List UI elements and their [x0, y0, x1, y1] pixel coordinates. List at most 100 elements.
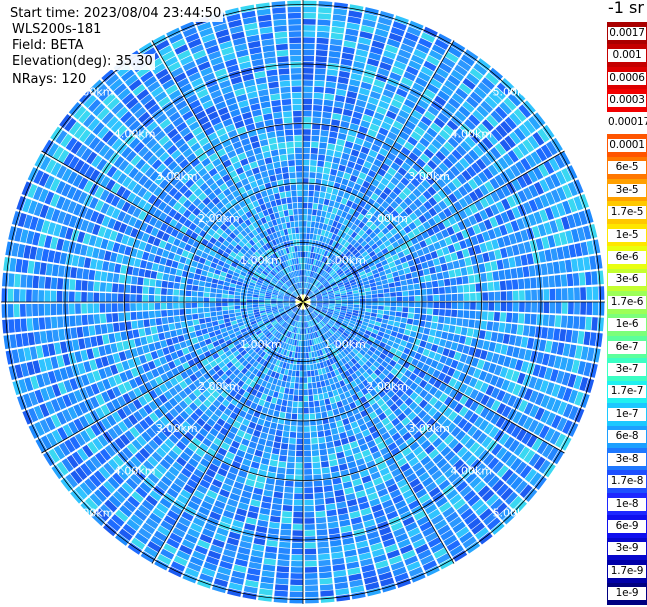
range-gate — [241, 438, 250, 447]
range-gate — [81, 292, 87, 302]
range-gate — [303, 196, 308, 203]
range-gate — [154, 287, 161, 295]
range-gate — [344, 449, 353, 457]
range-gate — [353, 197, 362, 205]
range-gate — [152, 334, 160, 342]
range-gate — [322, 307, 328, 310]
range-gate — [523, 402, 534, 415]
range-gate — [510, 268, 518, 279]
range-gate — [457, 446, 468, 458]
range-gate — [303, 233, 307, 239]
range-gate — [348, 208, 356, 216]
range-gate — [112, 283, 119, 293]
range-gate — [324, 217, 330, 225]
range-gate — [277, 559, 290, 567]
range-gate — [308, 352, 312, 359]
range-gate — [304, 548, 317, 555]
range-gate — [489, 177, 500, 190]
range-gate — [361, 224, 369, 232]
range-gate — [359, 349, 366, 356]
range-gate — [487, 282, 494, 291]
range-gate — [361, 232, 369, 240]
range-gate — [314, 291, 320, 295]
range-gate — [441, 418, 452, 429]
range-gate — [369, 319, 376, 325]
range-gate — [438, 211, 447, 221]
range-gate — [480, 394, 490, 406]
range-gate — [313, 289, 319, 294]
range-gate — [255, 391, 263, 399]
range-gate — [559, 357, 568, 371]
range-gate — [304, 530, 316, 537]
range-gate — [390, 227, 398, 236]
range-gate — [342, 481, 353, 489]
range-gate — [460, 54, 475, 67]
range-gate — [304, 524, 315, 530]
range-gate — [354, 55, 367, 64]
range-gate — [467, 517, 482, 530]
range-gate — [395, 371, 404, 380]
range-gate — [363, 254, 371, 261]
range-gate — [388, 261, 396, 268]
range-gate — [204, 282, 212, 288]
range-gate — [389, 147, 400, 156]
range-gate — [473, 445, 485, 458]
range-gate — [413, 446, 424, 456]
range-gate — [318, 261, 323, 268]
range-gate — [310, 153, 318, 160]
range-gate — [321, 291, 327, 295]
range-gate — [346, 311, 353, 315]
range-gate — [298, 346, 301, 353]
range-gate — [438, 287, 445, 294]
range-gate — [434, 389, 443, 399]
range-gate — [355, 49, 369, 58]
range-gate — [303, 251, 306, 258]
range-gate — [356, 390, 364, 399]
range-gate — [8, 319, 15, 333]
range-gate — [436, 248, 444, 257]
range-gate — [334, 266, 341, 272]
range-gate — [368, 536, 381, 546]
range-gate — [231, 570, 246, 579]
range-gate — [165, 338, 174, 346]
range-gate — [192, 285, 199, 291]
range-gate — [304, 288, 306, 295]
range-gate — [571, 228, 580, 243]
range-gate — [487, 229, 496, 240]
range-gate — [326, 441, 334, 449]
range-gate — [222, 310, 229, 315]
range-gate — [405, 387, 414, 397]
range-gate — [371, 294, 378, 298]
range-gate — [389, 359, 397, 367]
range-gate — [258, 302, 265, 305]
range-gate — [538, 250, 546, 263]
range-gate — [343, 205, 351, 213]
range-gate — [351, 446, 361, 455]
range-gate — [436, 346, 445, 355]
range-gate — [87, 281, 94, 292]
range-gate — [184, 533, 198, 544]
range-gate — [235, 288, 242, 293]
range-gate — [305, 309, 308, 315]
range-gate — [350, 358, 358, 365]
range-gate — [448, 325, 456, 333]
range-gate — [380, 403, 389, 412]
range-gate — [414, 307, 421, 314]
range-gate — [329, 422, 337, 429]
range-gate — [373, 210, 382, 219]
range-gate — [298, 395, 303, 402]
range-gate — [377, 293, 384, 298]
range-gate — [354, 377, 362, 385]
range-gate — [398, 131, 410, 141]
range-gate — [438, 316, 445, 324]
range-gate — [351, 67, 364, 75]
range-gate — [438, 479, 451, 491]
range-gate — [349, 320, 356, 325]
range-gate — [401, 285, 408, 291]
range-gate — [535, 238, 544, 251]
range-gate — [311, 265, 315, 272]
range-gate — [543, 289, 550, 301]
range-gate — [419, 169, 429, 179]
range-gate — [310, 303, 317, 306]
range-gate — [383, 288, 390, 293]
